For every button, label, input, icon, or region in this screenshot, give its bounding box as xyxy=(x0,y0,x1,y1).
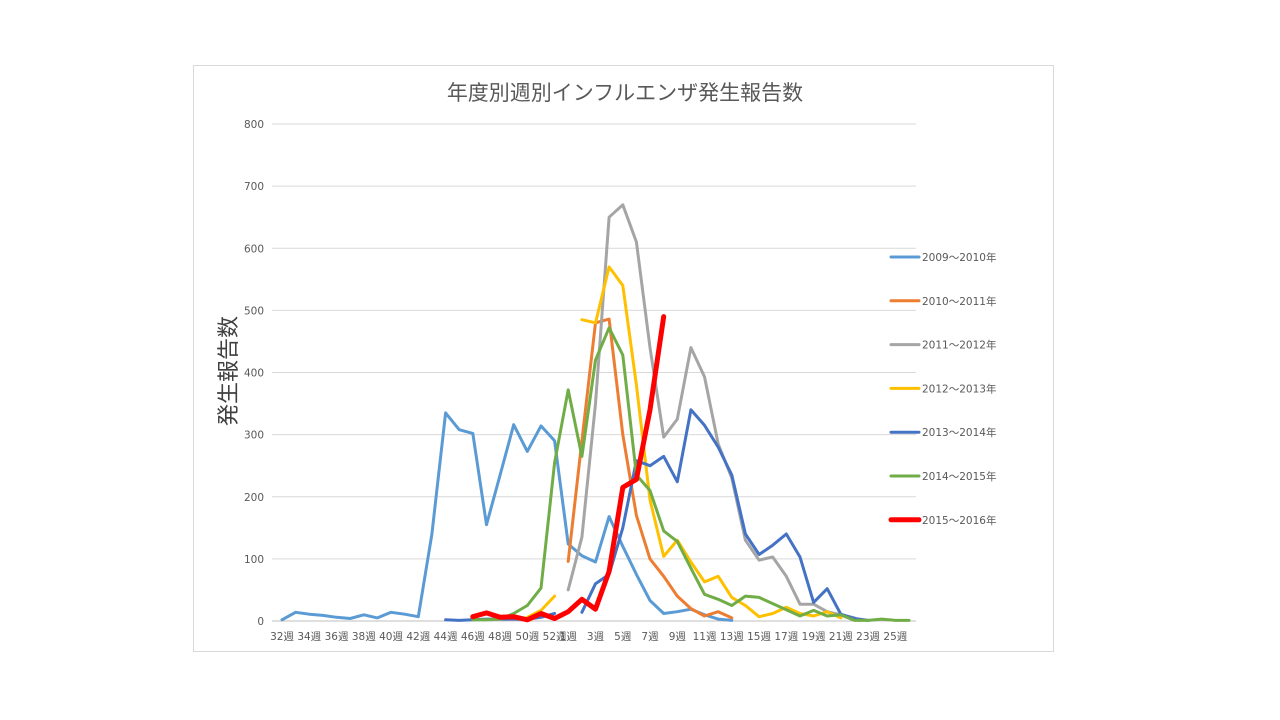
series-line xyxy=(470,314,667,623)
x-tick-label: 34週 xyxy=(297,631,321,643)
legend-entry: 2011～2012年 xyxy=(889,339,996,352)
y-tick-label: 500 xyxy=(244,305,264,317)
series-segment xyxy=(566,317,734,620)
y-axis-label: 発生報告数 xyxy=(217,316,242,426)
legend-label: 2015～2016年 xyxy=(922,514,996,527)
legend-label: 2011～2012年 xyxy=(922,339,996,352)
x-tick-label: 3週 xyxy=(587,631,605,643)
legend-entry: 2014～2015年 xyxy=(889,470,996,483)
x-tick-label: 19週 xyxy=(802,631,826,643)
legend-label: 2009～2010年 xyxy=(922,251,996,264)
x-tick-label: 50週 xyxy=(515,631,539,643)
legend-label: 2014～2015年 xyxy=(922,470,996,483)
x-tick-label: 9週 xyxy=(669,631,687,643)
x-tick-label: 25週 xyxy=(883,631,907,643)
y-tick-label: 0 xyxy=(257,616,264,628)
x-tick-label: 52週 xyxy=(543,631,567,643)
y-tick-label: 400 xyxy=(244,368,264,380)
series-line xyxy=(280,411,734,622)
x-tick-label: 15週 xyxy=(747,631,771,643)
x-tick-label: 13週 xyxy=(720,631,744,643)
legend-entry: 2013～2014年 xyxy=(889,426,996,439)
x-tick-label: 46週 xyxy=(461,631,485,643)
series-segment xyxy=(566,203,856,620)
x-tick-label: 32週 xyxy=(270,631,294,643)
x-tick-label: 38週 xyxy=(352,631,376,643)
series-segment xyxy=(580,265,843,620)
legend-label: 2010～2011年 xyxy=(922,295,996,308)
legend: 2009～2010年 2010～2011年 2011～2012年 2012～2013年… xyxy=(888,251,996,527)
series-line xyxy=(471,326,911,622)
x-tick-label: 21週 xyxy=(829,631,853,643)
x-tick-label: 36週 xyxy=(325,631,349,643)
x-tick-label: 5週 xyxy=(614,631,632,643)
x-tick-label: 11週 xyxy=(693,631,717,643)
series-segment xyxy=(471,326,911,622)
x-tick-label: 40週 xyxy=(379,631,403,643)
legend-label: 2013～2014年 xyxy=(922,426,996,439)
line-chart: 年度別週別インフルエンザ発生報告数 発生報告数 0 100 200 300 400 500… xyxy=(217,81,996,643)
x-tick-label: 42週 xyxy=(406,631,430,643)
legend-entry: 2012～2013年 xyxy=(889,382,996,395)
x-tick-label: 7週 xyxy=(641,631,659,643)
chart-title: 年度別週別インフルエンザ発生報告数 xyxy=(447,81,803,105)
series-segment xyxy=(580,408,870,622)
x-tick-label: 17週 xyxy=(774,631,798,643)
x-tick-label: 44週 xyxy=(434,631,458,643)
series-line xyxy=(566,317,734,620)
x-tick-label: 48週 xyxy=(488,631,512,643)
x-tick-label: 1週 xyxy=(560,631,578,643)
y-tick-label: 800 xyxy=(244,119,264,131)
y-tick-label: 100 xyxy=(244,554,264,566)
series-lines xyxy=(280,203,911,623)
chart-frame: 年度別週別インフルエンザ発生報告数 発生報告数 0 100 200 300 400 500… xyxy=(193,65,1054,652)
legend-entry: 2009～2010年 xyxy=(889,251,996,264)
x-tick-label: 23週 xyxy=(856,631,880,643)
series-segment xyxy=(280,411,734,622)
legend-label: 2012～2013年 xyxy=(922,382,996,395)
legend-entry: 2010～2011年 xyxy=(889,295,996,308)
y-tick-label: 600 xyxy=(244,243,264,255)
series-line xyxy=(566,203,856,620)
y-axis-ticks: 0 100 200 300 400 500 600 700 800 xyxy=(244,119,264,628)
legend-entry: 2015～2016年 xyxy=(888,514,996,527)
y-tick-label: 200 xyxy=(244,492,264,504)
series-segment xyxy=(470,314,667,623)
y-tick-label: 300 xyxy=(244,430,264,442)
y-tick-label: 700 xyxy=(244,181,264,193)
